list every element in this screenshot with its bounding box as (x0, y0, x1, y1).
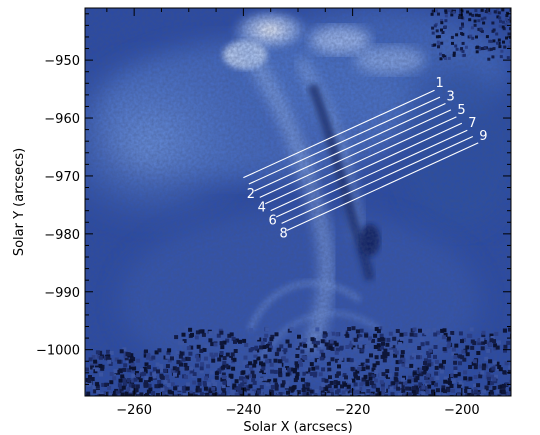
slit-label-9: 9 (479, 129, 487, 144)
slit-label-7: 7 (468, 116, 476, 131)
slit-label-1: 1 (436, 76, 444, 91)
x-tick-label: −240 (226, 403, 262, 418)
slit-line-7 (275, 129, 468, 218)
solar-euv-image (85, 8, 511, 396)
slit-label-5: 5 (457, 103, 465, 118)
slit-label-4: 4 (258, 200, 266, 215)
slit-line-3 (254, 103, 446, 192)
slit-line-2 (248, 96, 441, 185)
slit-labels: 1 2 3 4 5 6 7 8 9 (247, 76, 488, 241)
slit-label-3: 3 (446, 90, 454, 105)
slit-label-2: 2 (247, 187, 255, 202)
slit-line-6 (270, 122, 463, 212)
y-tick-label: −980 (44, 228, 80, 243)
slit-overlay (243, 89, 479, 231)
noise-pixels (85, 8, 511, 396)
x-tick-label: −260 (116, 403, 152, 418)
slit-line-4 (259, 109, 452, 198)
x-tick-label: −220 (335, 403, 371, 418)
slit-line-1 (243, 89, 435, 179)
x-axis-title: Solar X (arcsecs) (243, 420, 352, 435)
slit-line-8 (281, 136, 473, 224)
x-tick-label: −200 (444, 403, 480, 418)
slit-label-6: 6 (269, 214, 277, 229)
slit-line-5 (265, 116, 457, 205)
y-tick-label: −1000 (36, 344, 80, 359)
slit-line-9 (286, 142, 479, 231)
slit-label-8: 8 (279, 226, 287, 241)
y-tick-label: −970 (44, 170, 80, 185)
y-tick-label: −960 (44, 112, 80, 127)
y-axis-title: Solar Y (arcsecs) (12, 148, 27, 256)
y-axis-ticks: −950 −960 −970 −980 −990 −1000 (36, 13, 511, 397)
y-tick-label: −950 (44, 54, 80, 69)
x-axis-ticks: −260 −240 −220 −200 (106, 8, 490, 418)
y-tick-label: −990 (44, 286, 80, 301)
